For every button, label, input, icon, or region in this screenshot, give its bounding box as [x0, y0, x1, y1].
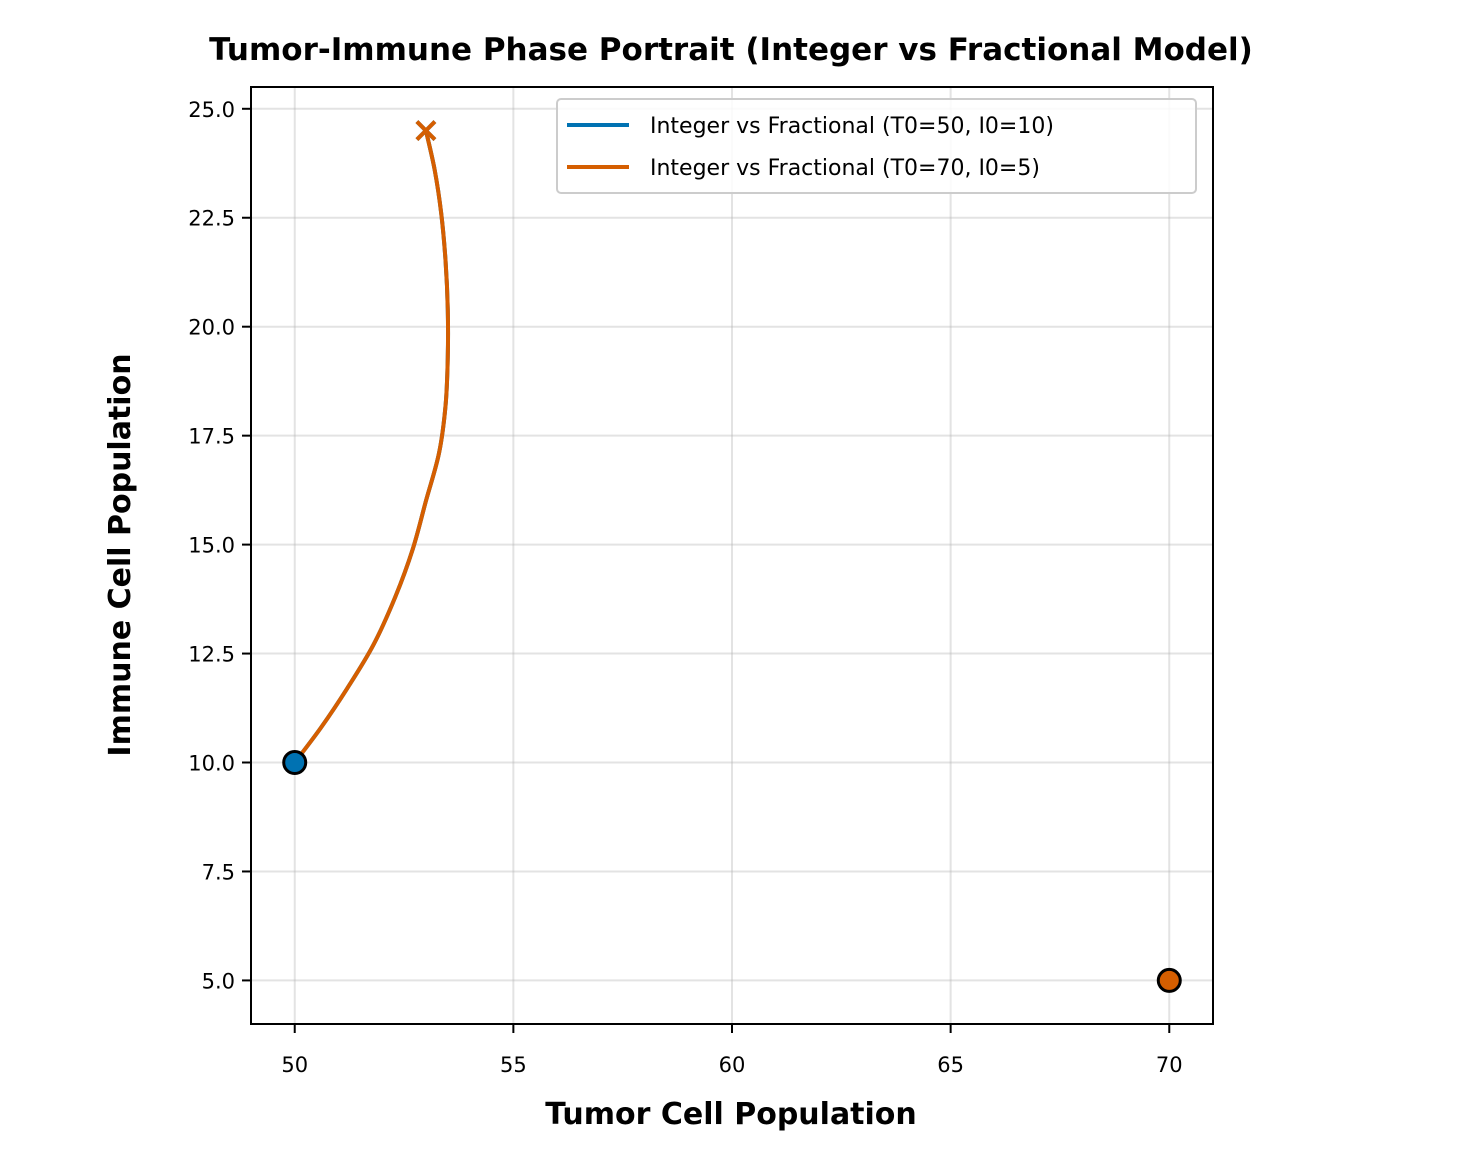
y-tick-label: 15.0 [188, 534, 235, 558]
x-tick-label: 65 [937, 1053, 964, 1077]
x-axis-label: Tumor Cell Population [545, 1097, 917, 1132]
x-tick-label: 55 [500, 1053, 527, 1077]
y-tick-label: 10.0 [188, 752, 235, 776]
x-tick-label: 50 [281, 1053, 308, 1077]
start-marker-series-2 [1156, 967, 1182, 993]
y-tick-label: 25.0 [188, 98, 235, 122]
y-tick-label: 12.5 [188, 643, 235, 667]
series-line-2 [292, 128, 451, 765]
legend-label-series-2: Integer vs Fractional (T0=70, I0=5) [650, 156, 1040, 181]
series-lines [292, 128, 451, 765]
y-tick-label: 5.0 [202, 969, 235, 993]
grid-lines [251, 87, 1213, 1024]
x-tick-label: 60 [719, 1053, 746, 1077]
y-axis-label: Immune Cell Population [103, 353, 138, 756]
legend: Integer vs Fractional (T0=50, I0=10) Int… [556, 98, 1197, 194]
chart-title: Tumor-Immune Phase Portrait (Integer vs … [209, 32, 1253, 68]
y-tick-label: 7.5 [202, 860, 235, 884]
start-marker-series-1 [282, 750, 308, 776]
x-axis-ticks: 50 55 60 65 70 [281, 1024, 1183, 1077]
x-tick-label: 70 [1156, 1053, 1183, 1077]
end-marker-series-2 [415, 120, 437, 141]
legend-label-series-1: Integer vs Fractional (T0=50, I0=10) [650, 114, 1054, 139]
legend-box [556, 98, 1197, 194]
y-tick-label: 17.5 [188, 425, 235, 449]
y-axis-ticks: 5.0 7.5 10.0 12.5 15.0 17.5 20.0 22.5 25.0 [188, 98, 251, 993]
y-tick-label: 20.0 [188, 316, 235, 340]
y-tick-label: 22.5 [188, 207, 235, 231]
series-markers [282, 120, 1182, 993]
